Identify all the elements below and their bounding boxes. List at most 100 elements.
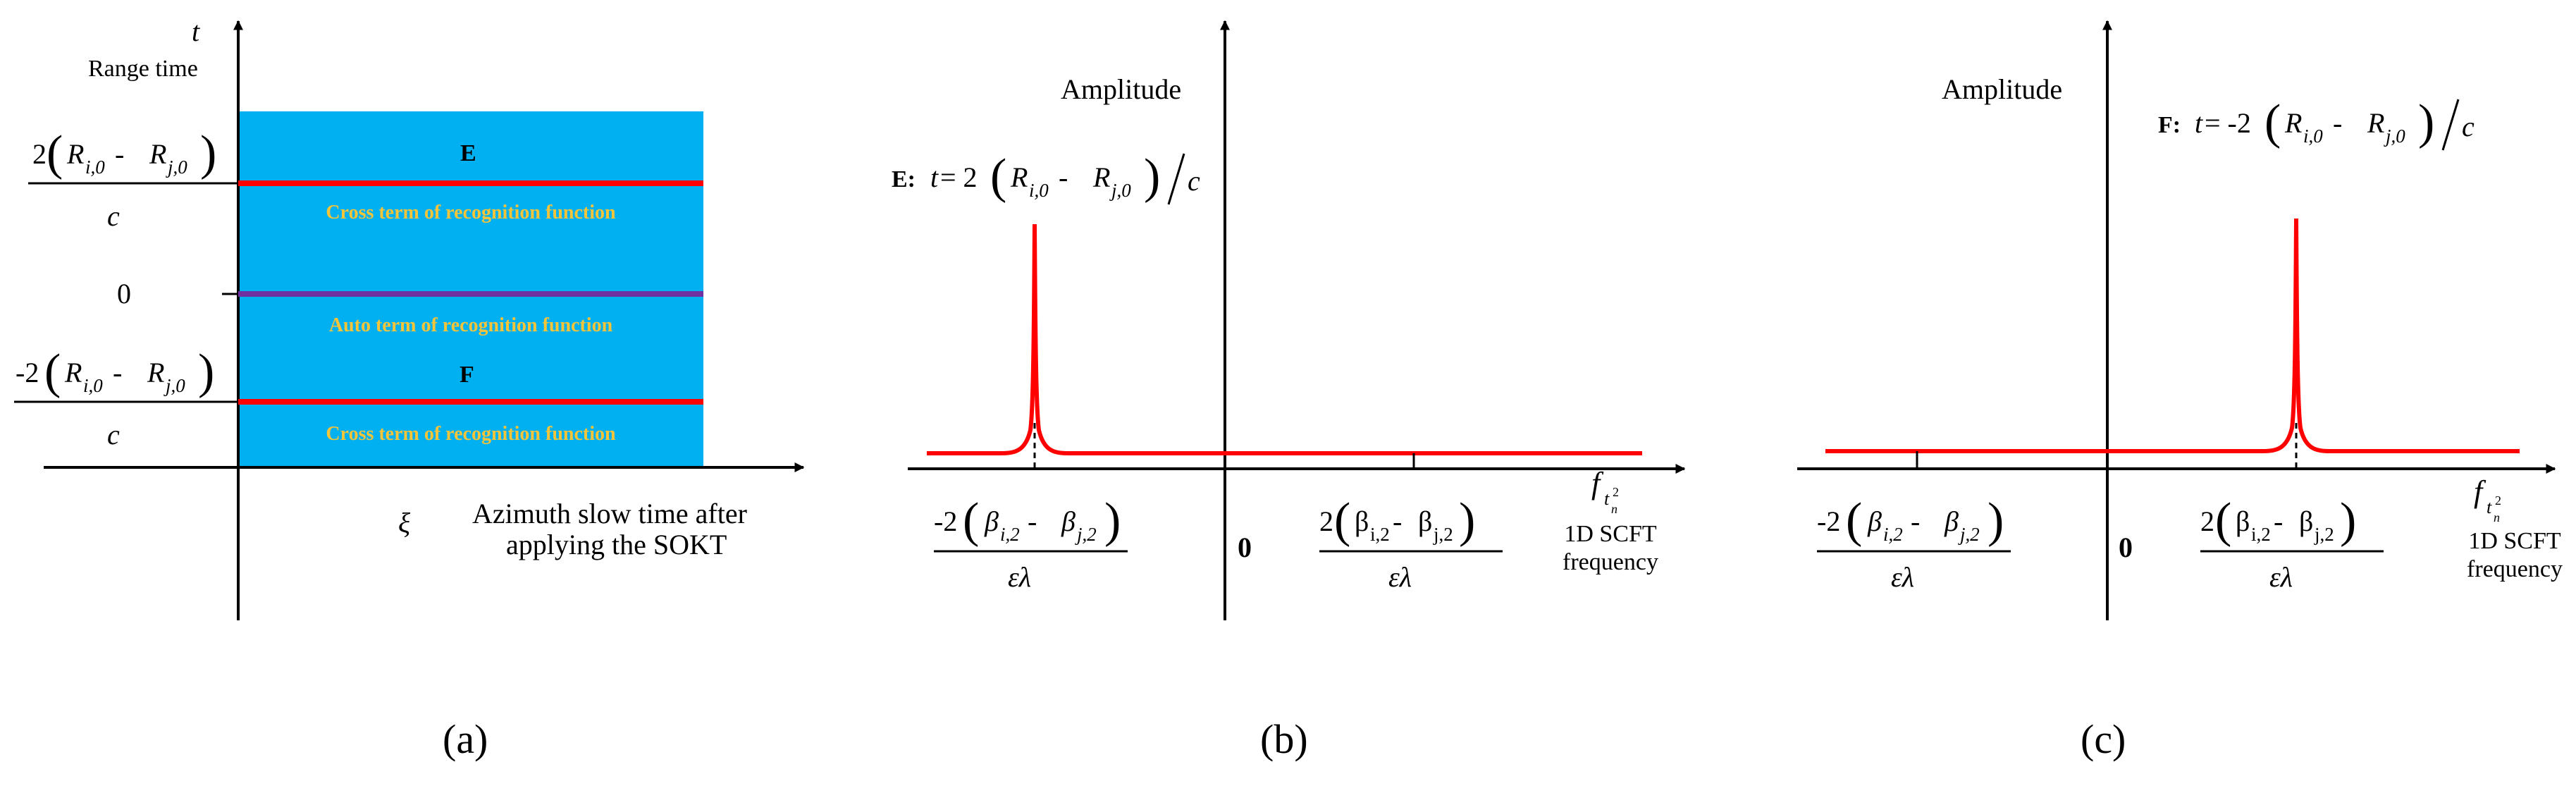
panel-c: Amplitude F: t = -2 ( R i,0 - R j,0 ) c … [1797, 20, 2563, 762]
caption-b: (b) [1260, 716, 1308, 762]
svg-text:j,0: j,0 [164, 375, 185, 396]
svg-text:-: - [2333, 107, 2342, 139]
svg-text:-: - [113, 357, 122, 388]
svg-text:R: R [1010, 161, 1028, 193]
svg-text:-: - [1393, 505, 1402, 537]
svg-text:i,0: i,0 [1029, 180, 1049, 201]
tick-top-label: 2 ( R i,0 - R j,0 ) c [32, 126, 216, 232]
svg-text:i,2: i,2 [1000, 524, 1020, 545]
marker-E: E [460, 140, 476, 166]
svg-text:n: n [1611, 502, 1617, 516]
svg-text:-2: -2 [934, 505, 957, 537]
svg-text:F:: F: [2158, 112, 2181, 138]
panel-c-curve [1825, 218, 2520, 453]
svg-text:β: β [1061, 505, 1076, 537]
svg-text:(: ( [44, 345, 61, 399]
svg-text:): ) [200, 126, 216, 180]
svg-text:R: R [66, 138, 84, 170]
svg-text:i,2: i,2 [1883, 524, 1903, 545]
caption-c: (c) [2081, 716, 2126, 762]
svg-text:ελ: ελ [2269, 561, 2293, 593]
svg-text:-2: -2 [16, 357, 39, 388]
svg-text:R: R [149, 138, 166, 170]
svg-text:(: ( [1334, 493, 1350, 548]
svg-text:): ) [1144, 149, 1160, 204]
svg-text:): ) [1988, 493, 2004, 548]
cross-term-label-F: Cross term of recognition function [326, 423, 616, 445]
svg-text:2: 2 [1613, 485, 1619, 499]
panel-b-tick-left-label: -2 ( β i,2 - β j,2 ) ελ [934, 493, 1128, 593]
svg-text:-2: -2 [1817, 505, 1840, 537]
tick-bottom-label: -2 ( R i,0 - R j,0 ) c [16, 345, 214, 450]
auto-term-label: Auto term of recognition function [329, 314, 613, 336]
tick-zero-label: 0 [117, 278, 131, 309]
panel-a-x-label-2: applying the SOKT [506, 529, 727, 560]
panel-c-tick-right-label: 2 ( β i,2 - β j,2 ) ελ [2200, 493, 2384, 593]
panel-c-x-label-2: frequency [2467, 556, 2563, 582]
svg-text:β: β [2299, 505, 2313, 537]
panel-a-x-label-1: Azimuth slow time after [472, 498, 747, 529]
svg-text:j,2: j,2 [2314, 524, 2334, 545]
svg-text:ελ: ελ [1008, 561, 1031, 593]
svg-text:): ) [2418, 95, 2434, 149]
panel-a: t Range time 2 ( R i,0 - R j,0 ) c 0 -2 … [14, 16, 805, 762]
blue-band [238, 111, 703, 467]
svg-text:): ) [198, 345, 214, 399]
svg-text:j,0: j,0 [2384, 125, 2405, 147]
svg-text:(: ( [47, 126, 63, 180]
svg-text:c: c [2462, 111, 2475, 142]
svg-text:R: R [64, 357, 82, 388]
panel-a-x-symbol: ξ [398, 507, 411, 539]
svg-text:= 2: = 2 [940, 161, 978, 193]
panel-c-annotation: F: t = -2 ( R i,0 - R j,0 ) c [2158, 95, 2475, 151]
panel-b-tick-zero: 0 [1238, 532, 1252, 563]
svg-text:β: β [1418, 505, 1432, 537]
svg-text:t: t [1604, 489, 1610, 509]
panel-b-y-label: Amplitude [1061, 73, 1181, 105]
svg-text:R: R [2367, 107, 2384, 139]
marker-F: F [460, 362, 474, 388]
svg-text:-: - [1911, 505, 1920, 537]
panel-b-curve [927, 223, 1642, 455]
panel-c-tick-zero: 0 [2119, 532, 2133, 563]
svg-text:β: β [1355, 505, 1369, 537]
svg-text:= -2: = -2 [2205, 107, 2251, 139]
svg-text:2: 2 [32, 138, 47, 170]
panel-b-annotation: E: t = 2 ( R i,0 - R j,0 ) c [892, 149, 1200, 205]
svg-text:t: t [2486, 497, 2492, 517]
panel-b-x-label-1: 1D SCFT [1564, 521, 1657, 547]
svg-text:j,0: j,0 [166, 156, 187, 178]
svg-text:(: ( [2264, 95, 2281, 149]
panel-c-tick-left-label: -2 ( β i,2 - β j,2 ) ελ [1817, 493, 2011, 593]
svg-text:c: c [107, 200, 120, 232]
svg-text:f: f [2474, 474, 2486, 509]
svg-text:β: β [1944, 505, 1959, 537]
svg-text:f: f [1591, 466, 1604, 501]
svg-text:E:: E: [892, 166, 916, 192]
svg-text:i,0: i,0 [85, 156, 105, 178]
panel-b-x-label-2: frequency [1563, 549, 1658, 575]
svg-text:-: - [1059, 161, 1068, 193]
svg-text:(: ( [963, 493, 979, 548]
svg-text:j,0: j,0 [1109, 180, 1131, 201]
svg-text:R: R [2284, 107, 2302, 139]
svg-text:c: c [107, 419, 120, 450]
svg-text:2: 2 [1319, 505, 1333, 537]
svg-text:2: 2 [2200, 505, 2214, 537]
svg-text:): ) [1459, 493, 1475, 548]
svg-text:R: R [147, 357, 164, 388]
panel-c-x-label-1: 1D SCFT [2468, 528, 2561, 554]
svg-text:i,2: i,2 [1370, 524, 1390, 545]
svg-text:2: 2 [2495, 493, 2501, 508]
cross-term-label-E: Cross term of recognition function [326, 202, 616, 223]
panel-c-x-symbol: f t n 2 [2474, 474, 2501, 524]
panel-b-tick-right-label: 2 ( β i,2 - β j,2 ) ελ [1319, 493, 1503, 593]
svg-text:i,2: i,2 [2251, 524, 2271, 545]
svg-text:t: t [930, 161, 939, 193]
svg-text:ελ: ελ [1891, 561, 1914, 593]
svg-text:-: - [115, 138, 124, 170]
svg-text:n: n [2494, 510, 2500, 524]
panel-b-x-symbol: f t n 2 [1591, 466, 1619, 516]
svg-text:i,0: i,0 [2303, 125, 2323, 147]
panel-b: Amplitude E: t = 2 ( R i,0 - R j,0 ) c -… [892, 20, 1686, 762]
